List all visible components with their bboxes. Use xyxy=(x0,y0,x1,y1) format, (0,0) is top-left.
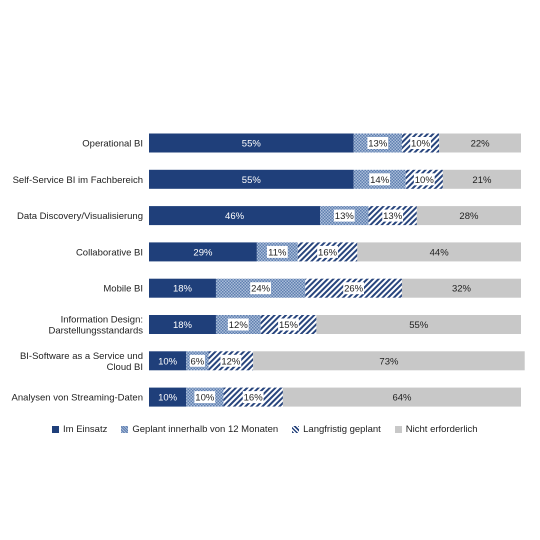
value-label: 13% xyxy=(368,139,388,150)
legend-swatch-icon xyxy=(292,426,300,433)
category-label: Collaborative BI xyxy=(76,247,143,258)
category-label: Information Design: Darstellungsstandards xyxy=(48,315,143,337)
bar-segment xyxy=(149,278,216,298)
bar-segment xyxy=(149,387,187,407)
category-label: BI-Software as a Service und Cloud BI xyxy=(20,351,143,373)
bar-segment xyxy=(149,242,257,262)
legend-label: Im Einsatz xyxy=(63,424,108,435)
value-label-background xyxy=(413,173,435,186)
value-label: 10% xyxy=(411,139,431,150)
value-label-background xyxy=(242,391,264,404)
value-label: 12% xyxy=(229,320,249,331)
value-label: 55% xyxy=(242,175,262,186)
value-label-background xyxy=(250,282,271,295)
legend-label: Nicht erforderlich xyxy=(405,424,478,435)
value-label-background xyxy=(382,209,404,222)
value-label-background xyxy=(410,137,431,149)
value-label-background xyxy=(189,354,205,367)
value-label-background xyxy=(333,209,355,222)
legend-item: Nicht erforderlich xyxy=(394,424,478,435)
value-label: 18% xyxy=(173,320,193,331)
value-label-background xyxy=(266,245,288,258)
bar-segment xyxy=(149,169,354,189)
value-label: 12% xyxy=(221,356,241,367)
legend-item: Langfristig geplant xyxy=(292,424,381,435)
value-label-background xyxy=(227,318,249,331)
legend-swatch-icon xyxy=(394,426,402,433)
value-label-background xyxy=(367,137,389,149)
value-label: 11% xyxy=(268,247,287,258)
legend-item: Geplant innerhalb von 12 Monaten xyxy=(121,424,278,435)
value-label: 21% xyxy=(472,175,492,186)
category-label: Operational BI xyxy=(82,139,143,150)
bar-segment xyxy=(442,169,521,189)
value-label: 6% xyxy=(190,356,204,367)
value-label: 13% xyxy=(383,211,403,222)
value-label-background xyxy=(278,318,299,331)
bar-segment xyxy=(282,387,521,407)
value-label: 22% xyxy=(471,139,491,150)
value-label: 55% xyxy=(242,139,262,150)
value-label: 10% xyxy=(158,356,178,367)
value-label: 10% xyxy=(415,175,435,186)
bar-segment xyxy=(149,315,216,334)
value-label: 14% xyxy=(370,175,390,186)
bar-segment xyxy=(149,206,321,226)
legend-item: Im Einsatz xyxy=(52,424,107,435)
value-label: 10% xyxy=(195,393,215,404)
bar-segment xyxy=(149,133,354,153)
value-label-background xyxy=(369,173,391,186)
value-label-background xyxy=(317,245,338,258)
value-label: 15% xyxy=(279,320,299,331)
category-label: Data Discovery/Visualisierung xyxy=(17,211,143,222)
bar-segment xyxy=(439,133,521,153)
value-label: 18% xyxy=(173,284,193,295)
value-label: 73% xyxy=(379,356,399,367)
legend: Im Einsatz Geplant innerhalb von 12 Monat… xyxy=(52,424,522,435)
value-label-background xyxy=(194,391,216,404)
value-label: 28% xyxy=(459,211,479,222)
category-label: Self-Service BI im Fachbereich xyxy=(13,175,143,186)
value-label-background xyxy=(343,282,364,295)
value-label-background xyxy=(220,354,242,367)
bar-segment xyxy=(149,351,187,371)
legend-swatch-icon xyxy=(121,426,129,433)
bar-segment xyxy=(416,206,521,226)
value-label: 55% xyxy=(409,320,429,331)
category-label: Analysen von Streaming-Daten xyxy=(12,393,144,404)
value-label: 10% xyxy=(158,393,178,404)
bar-segment xyxy=(253,351,525,371)
legend-label: Langfristig geplant xyxy=(303,424,381,435)
value-label: 16% xyxy=(244,393,264,404)
value-label: 32% xyxy=(452,284,472,295)
bar-segment xyxy=(316,315,521,334)
stacked-bar-chart: Operational BI Self-Service BI im Fachber… xyxy=(12,133,525,407)
value-label: 29% xyxy=(193,247,213,258)
legend-swatch-icon xyxy=(52,426,59,433)
bar-segment xyxy=(357,242,521,262)
bar-segment xyxy=(401,278,521,298)
legend-label: Geplant innerhalb von 12 Monaten xyxy=(132,424,279,435)
category-label: Mobile BI xyxy=(103,284,143,295)
value-label: 26% xyxy=(344,284,364,295)
value-label: 46% xyxy=(225,211,245,222)
value-label: 16% xyxy=(318,247,338,258)
value-label: 64% xyxy=(392,393,412,404)
value-label: 13% xyxy=(335,211,355,222)
value-label: 44% xyxy=(430,247,450,258)
value-label: 24% xyxy=(251,284,271,295)
